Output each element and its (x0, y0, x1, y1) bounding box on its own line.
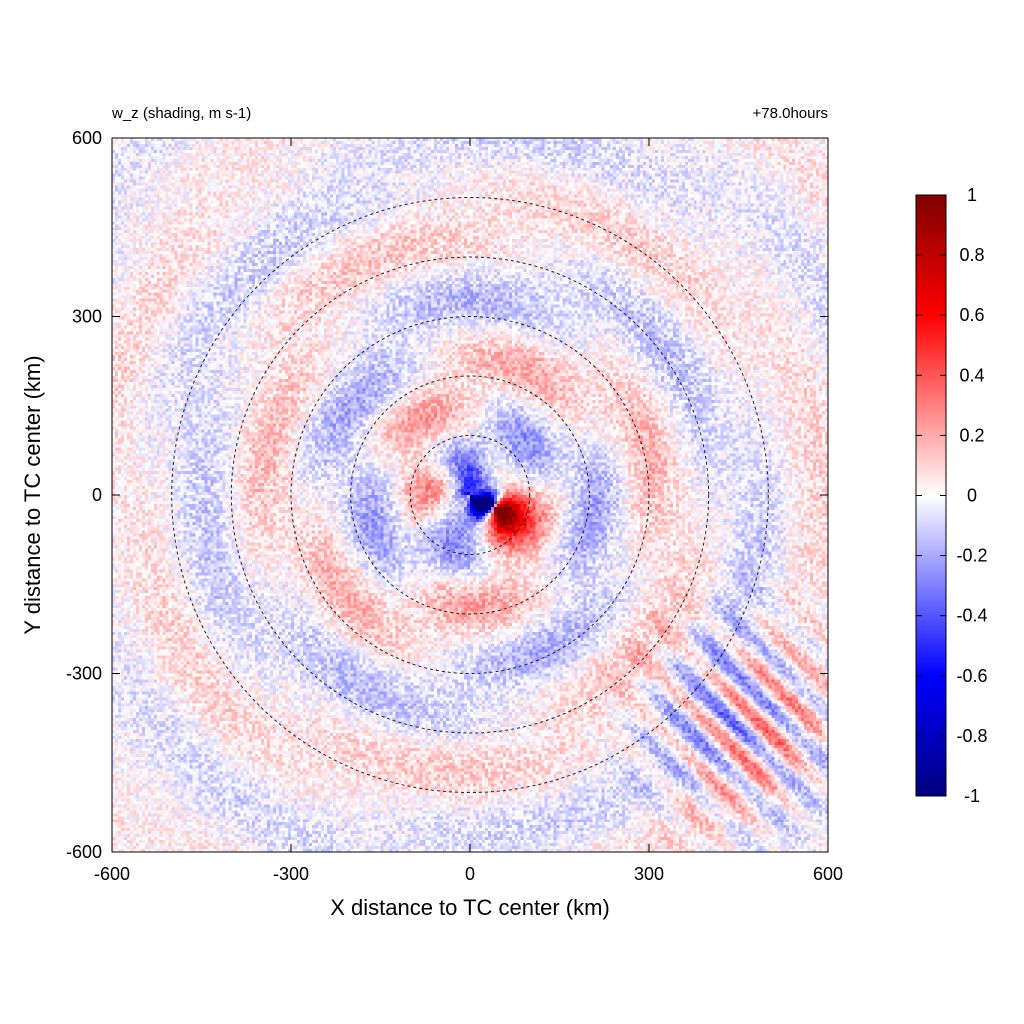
range-rings (171, 197, 769, 793)
x-tick-label: 600 (813, 864, 843, 884)
y-tick-label: -600 (66, 842, 102, 862)
y-tick-label: -300 (66, 664, 102, 684)
range-ring (409, 435, 531, 555)
y-axis-label: Y distance to TC center (km) (20, 355, 45, 634)
x-tick-label: -600 (94, 864, 130, 884)
y-tick-label: 0 (92, 485, 102, 505)
x-axis-label: X distance to TC center (km) (330, 895, 610, 920)
range-ring (350, 375, 590, 615)
range-ring (230, 256, 710, 734)
heatmap-field (112, 138, 828, 852)
colorbar-tick-label: -0.2 (956, 546, 987, 566)
x-axis: -600 -300 0 300 600 (94, 138, 843, 884)
colorbar-tick-label: 0.2 (959, 425, 984, 445)
colorbar-tick-label: -0.4 (956, 606, 987, 626)
x-tick-label: -300 (273, 864, 309, 884)
y-tick-label: 600 (72, 128, 102, 148)
colorbar-tick-label: -0.8 (956, 726, 987, 746)
y-tick-label: 300 (72, 307, 102, 327)
y-axis: -600 -300 0 300 600 (66, 128, 828, 862)
x-tick-label: 0 (465, 864, 475, 884)
range-ring (171, 197, 769, 793)
heatmap-image (112, 138, 828, 852)
x-tick-label: 300 (634, 864, 664, 884)
colorbar-tick-label: 0.4 (959, 365, 984, 385)
chart-title-right: +78.0hours (753, 105, 828, 122)
colorbar-tick-label: -1 (964, 786, 980, 806)
colorbar-ticks: 1 0.8 0.6 0.4 0.2 0 -0.2 -0.4 -0.6 -0.8 -1 (916, 185, 988, 806)
colorbar-tick-label: 1 (967, 185, 977, 205)
colorbar-tick-label: 0.8 (959, 245, 984, 265)
chart-title-left: w_z (shading, m s-1) (111, 105, 251, 122)
colorbar-tick-label: 0 (967, 486, 977, 506)
colorbar-tick-label: 0.6 (959, 305, 984, 325)
colorbar-tick-label: -0.6 (956, 666, 987, 686)
range-ring (290, 316, 650, 674)
